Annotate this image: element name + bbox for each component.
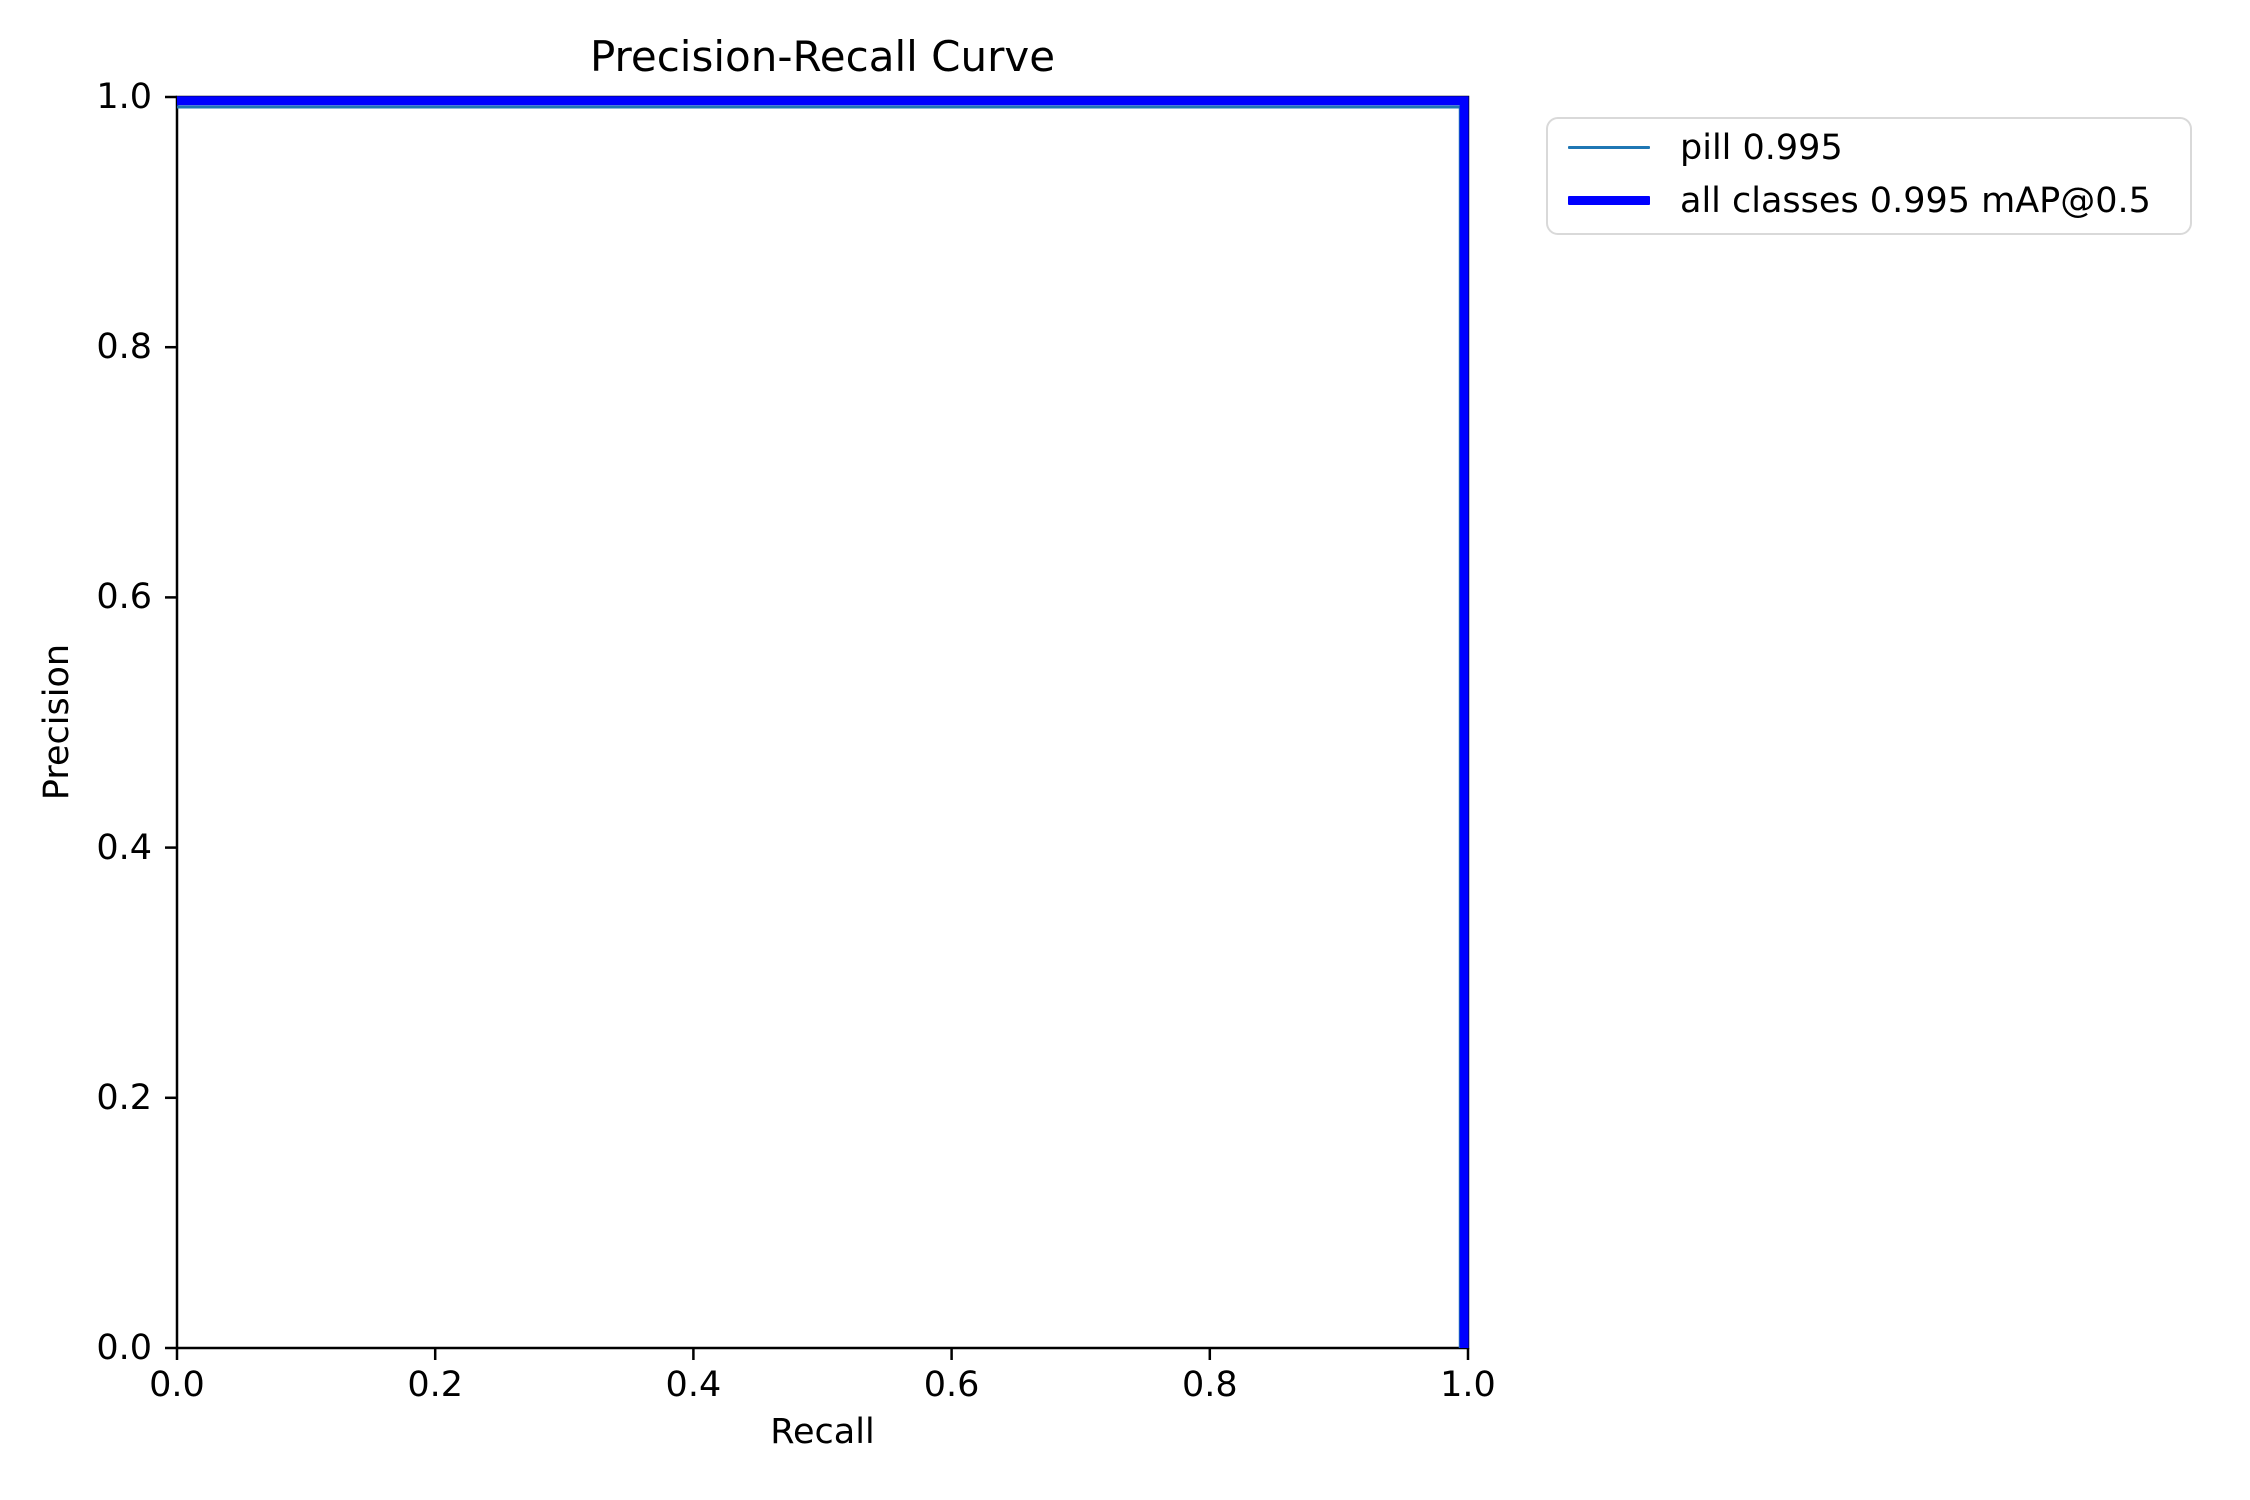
x-axis-label: Recall [770, 1412, 875, 1452]
y-tick-label-0.2: 0.2 [96, 1077, 152, 1118]
y-tick-label-0.0: 0.0 [96, 1328, 152, 1368]
x-tick-label-1.0: 1.0 [1440, 1365, 1496, 1405]
x-tick-label-0.8: 0.8 [1181, 1365, 1238, 1405]
series-line-all-classes [177, 96, 1469, 1348]
axes-frame [175, 95, 1470, 1350]
legend-label-pill: pill 0.995 [1680, 127, 1843, 168]
legend: pill 0.995 all classes 0.995 mAP@0.5 [1546, 117, 2192, 235]
x-tick-label-0.2: 0.2 [407, 1365, 464, 1405]
series-line-pill [177, 105, 1462, 1348]
legend-line-sample-all-classes [1568, 196, 1650, 205]
y-tick-label-0.6: 0.6 [96, 577, 152, 618]
legend-item-all-classes: all classes 0.995 mAP@0.5 [1568, 174, 2180, 227]
legend-item-pill: pill 0.995 [1568, 121, 2180, 174]
x-tick-label-0.6: 0.6 [923, 1365, 980, 1405]
y-tick-label-0.8: 0.8 [96, 327, 152, 368]
x-tick-label-0.0: 0.0 [149, 1365, 205, 1405]
y-tick-label-1.0: 1.0 [96, 77, 152, 117]
y-axis-label: Precision [37, 643, 77, 801]
legend-line-sample-pill [1568, 146, 1650, 149]
legend-label-all-classes: all classes 0.995 mAP@0.5 [1680, 180, 2151, 221]
y-tick-label-0.4: 0.4 [96, 827, 152, 868]
x-tick-label-0.4: 0.4 [665, 1365, 722, 1405]
chart-title: Precision-Recall Curve [589, 32, 1056, 81]
